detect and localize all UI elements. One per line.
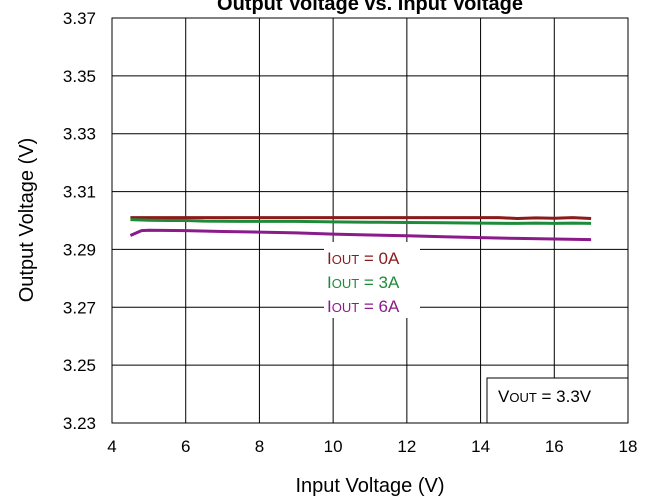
legend-entry-0a-i: I [327,249,332,268]
x-axis-label: Input Voltage (V) [296,475,445,497]
grid [111,17,629,424]
vout-sub: OUT [509,390,537,405]
legend-entry-6a-i: I [327,297,332,316]
y-axis-label: Output Voltage (V) [16,138,38,303]
x-tick-label-14: 14 [471,437,490,456]
y-tick-label-3.33: 3.33 [63,125,96,144]
vout-annotation-text: VOUT = 3.3V [498,387,592,406]
x-tick-label-10: 10 [324,437,343,456]
x-tick-label-12: 12 [397,437,416,456]
plot-area [111,17,629,424]
y-tick-label-3.23: 3.23 [63,414,96,433]
series-line-2 [129,228,592,242]
vout-v: V [498,387,510,406]
legend-entry-0a-rest: = 0A [359,249,400,268]
y-tick-label-3.27: 3.27 [63,298,96,317]
y-tick-label-3.35: 3.35 [63,67,96,86]
legend: IOUT = 0A IOUT = 3A IOUT = 6A [324,242,420,318]
legend-entry-3a-rest: = 3A [359,273,400,292]
x-tick-label-16: 16 [545,437,564,456]
legend-entry-0a-sub: OUT [332,252,360,267]
x-tick-labels: 4 6 8 10 12 14 16 18 [107,437,637,456]
y-tick-label-3.29: 3.29 [63,240,96,259]
y-tick-label-3.31: 3.31 [63,183,96,202]
vout-annotation-box [486,377,629,424]
legend-box [324,242,420,318]
legend-entry-3a: IOUT = 3A [327,273,400,292]
legend-entry-0a: IOUT = 0A [327,249,400,268]
vout-rest: = 3.3V [537,387,592,406]
legend-entry-6a: IOUT = 6A [327,297,400,316]
y-tick-labels: 3.23 3.25 3.27 3.29 3.31 3.33 3.35 3.37 [63,9,96,433]
chart-title: Output Voltage vs. Input Voltage [217,0,523,15]
vout-annotation: VOUT = 3.3V [486,377,629,424]
x-tick-label-8: 8 [255,437,264,456]
y-tick-label-3.25: 3.25 [63,356,96,375]
x-tick-label-4: 4 [107,437,116,456]
x-tick-label-18: 18 [619,437,638,456]
series-line-0 [130,216,592,220]
y-tick-label-3.37: 3.37 [63,9,96,28]
legend-entry-3a-sub: OUT [332,276,360,291]
legend-entry-6a-sub: OUT [332,300,360,315]
series-layer [129,216,592,242]
series-line-1 [130,218,592,225]
x-tick-label-6: 6 [181,437,190,456]
legend-entry-3a-i: I [327,273,332,292]
legend-entry-6a-rest: = 6A [359,297,400,316]
